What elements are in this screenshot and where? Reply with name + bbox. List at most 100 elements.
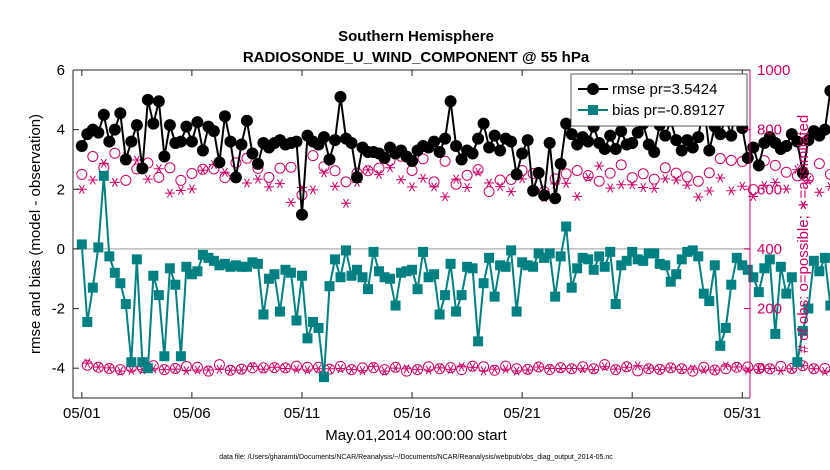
rmse-point bbox=[466, 147, 479, 160]
rmse-point bbox=[191, 116, 204, 129]
possible-obs-marker bbox=[290, 360, 302, 372]
bias-point bbox=[511, 306, 522, 317]
bias-point bbox=[230, 260, 241, 271]
possible-obs-marker bbox=[769, 159, 781, 171]
bias-point bbox=[296, 270, 307, 281]
possible-obs-marker bbox=[824, 168, 830, 180]
assimilated-obs-marker bbox=[693, 192, 704, 202]
bias-point bbox=[808, 255, 819, 266]
assimilated-obs-marker bbox=[572, 191, 583, 202]
assimilated-obs-marker bbox=[467, 362, 478, 372]
possible-obs-marker bbox=[813, 158, 825, 170]
bias-point bbox=[715, 340, 726, 351]
assimilated-obs-marker bbox=[671, 175, 682, 185]
bias-point bbox=[236, 261, 247, 272]
assimilated-obs-marker bbox=[742, 365, 753, 375]
possible-obs-marker bbox=[472, 164, 484, 176]
assimilated-obs-marker bbox=[291, 364, 302, 374]
assimilated-obs-marker bbox=[241, 178, 252, 188]
assimilated-obs-marker bbox=[203, 365, 214, 375]
possible-obs-marker bbox=[81, 359, 93, 371]
assimilated-obs-marker bbox=[594, 161, 605, 171]
bias-point bbox=[357, 272, 368, 283]
assimilated-obs-marker bbox=[687, 364, 698, 374]
rmse-point bbox=[439, 132, 452, 145]
possible-obs-marker bbox=[417, 153, 429, 165]
possible-obs-marker bbox=[692, 175, 704, 187]
assimilated-obs-marker bbox=[346, 365, 357, 375]
bias-point bbox=[302, 333, 313, 344]
rmse-point bbox=[185, 135, 198, 148]
x-tick-label: 05/01 bbox=[63, 405, 101, 422]
bias-point bbox=[577, 252, 588, 263]
assimilated-obs-marker bbox=[555, 363, 566, 374]
rmse-point bbox=[543, 137, 556, 150]
bias-point bbox=[401, 266, 412, 277]
bias-point bbox=[109, 267, 120, 278]
legend-box bbox=[570, 73, 748, 127]
rmse-point bbox=[323, 153, 336, 166]
bias-point bbox=[473, 336, 484, 347]
assimilated-obs-marker bbox=[131, 155, 142, 165]
rmse-point bbox=[103, 135, 116, 148]
bias-point bbox=[704, 296, 715, 307]
possible-obs-marker bbox=[544, 364, 556, 376]
rmse-point bbox=[532, 166, 545, 179]
rmse-point bbox=[180, 120, 193, 133]
assimilated-obs-marker bbox=[462, 182, 473, 193]
assimilated-obs-marker bbox=[825, 182, 830, 192]
bias-point bbox=[555, 251, 566, 262]
bias-point bbox=[153, 290, 164, 301]
bias-point bbox=[126, 357, 137, 368]
rmse-point bbox=[560, 117, 573, 130]
bias-point bbox=[517, 257, 528, 268]
assimilated-obs-marker bbox=[478, 366, 489, 376]
assimilated-obs-marker bbox=[770, 177, 781, 187]
bias-point bbox=[363, 284, 374, 295]
rmse-point bbox=[207, 125, 220, 138]
rmse-point bbox=[626, 137, 639, 150]
assimilated-obs-marker bbox=[731, 362, 742, 372]
possible-obs-marker bbox=[197, 163, 209, 175]
bias-point bbox=[665, 276, 676, 287]
possible-obs-marker bbox=[511, 363, 523, 375]
assimilated-obs-marker bbox=[313, 364, 324, 374]
rmse-point bbox=[378, 151, 391, 164]
rmse-point bbox=[670, 134, 683, 147]
assimilated-obs-marker bbox=[720, 361, 731, 371]
y-tick-label-left: 2 bbox=[57, 181, 65, 198]
assimilated-obs-marker bbox=[329, 181, 340, 191]
possible-obs-marker bbox=[191, 361, 203, 373]
bias-point bbox=[451, 306, 462, 317]
bias-point bbox=[131, 254, 142, 265]
possible-obs-marker bbox=[423, 361, 435, 373]
assimilated-obs-marker bbox=[98, 158, 109, 168]
possible-obs-marker bbox=[279, 362, 291, 374]
possible-obs-marker bbox=[329, 165, 341, 177]
possible-obs-marker bbox=[467, 360, 479, 372]
data-file-footnote: data file: /Users/gharamti/Documents/NCA… bbox=[219, 454, 613, 461]
bias-point bbox=[753, 287, 764, 298]
rmse-point bbox=[675, 144, 688, 157]
assimilated-obs-marker bbox=[665, 363, 676, 373]
rmse-point bbox=[780, 140, 793, 153]
rmse-point bbox=[235, 138, 248, 151]
bias-point bbox=[352, 264, 363, 275]
possible-obs-marker bbox=[687, 365, 699, 377]
bias-point bbox=[605, 246, 616, 257]
rmse-point bbox=[174, 135, 187, 148]
bias-point bbox=[676, 254, 687, 265]
y-tick-label-left: 6 bbox=[57, 62, 65, 79]
assimilated-obs-marker bbox=[401, 364, 412, 374]
bias-point bbox=[197, 249, 208, 260]
rmse-point bbox=[251, 157, 264, 170]
possible-obs-marker bbox=[301, 361, 313, 373]
possible-obs-marker bbox=[263, 171, 275, 183]
bias-point bbox=[385, 273, 396, 284]
bias-point bbox=[819, 252, 830, 263]
rmse-point bbox=[648, 146, 661, 158]
assimilated-obs-marker bbox=[357, 365, 368, 376]
assimilated-obs-marker bbox=[126, 365, 137, 375]
possible-obs-marker bbox=[274, 162, 286, 174]
assimilated-obs-marker bbox=[456, 362, 467, 372]
